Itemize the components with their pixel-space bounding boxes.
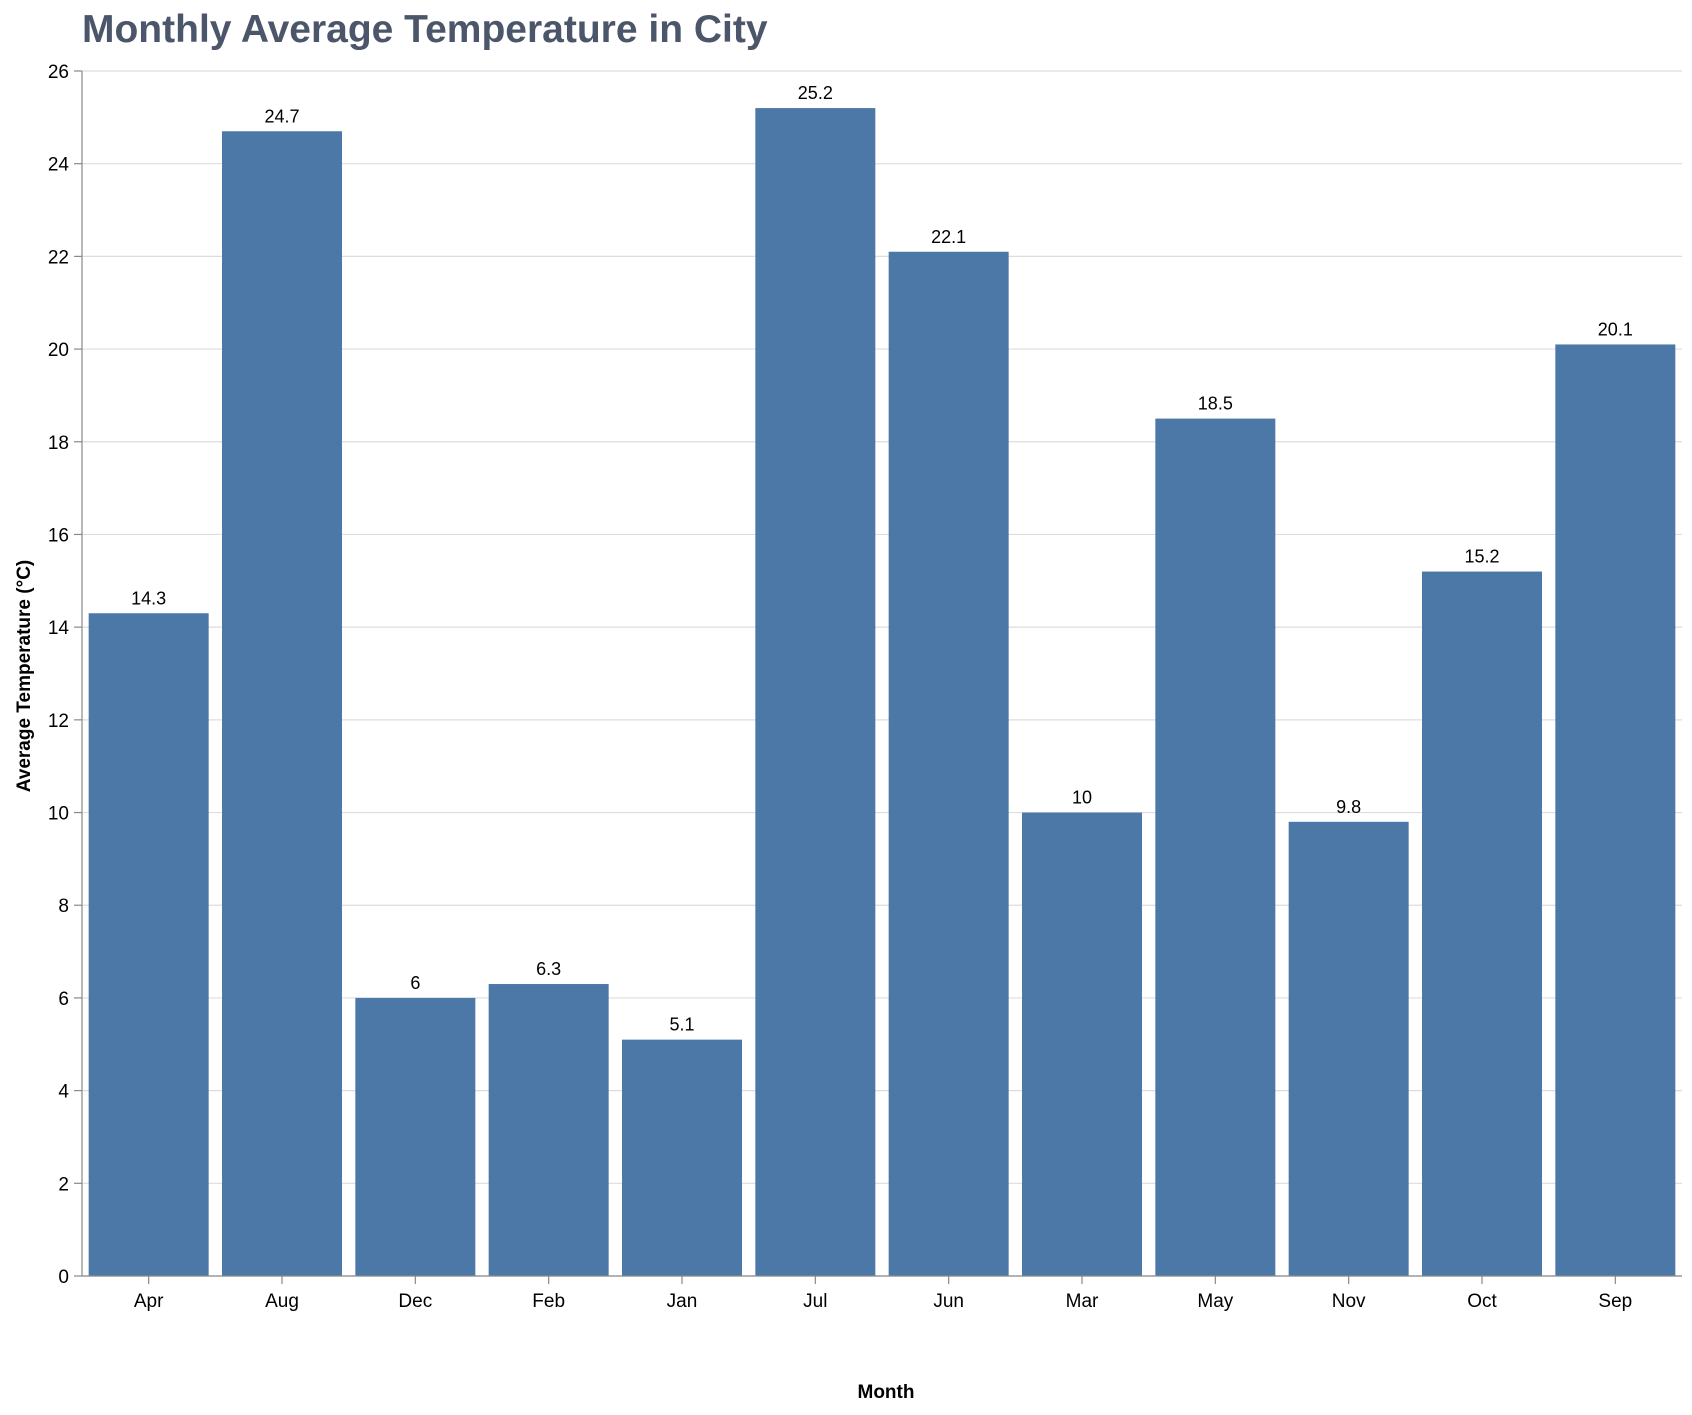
gridlines [82,70,1682,1277]
data-label-jul: 25.2 [798,83,833,103]
y-tick-label: 8 [58,896,69,917]
x-tick-label: Sep [1598,1291,1632,1312]
y-axis-title: Average Temperature (°C) [14,560,35,793]
bar-oct [1422,571,1542,1276]
data-label-sep: 20.1 [1598,319,1633,339]
bar-sep [1555,344,1676,1276]
x-tick-label: Jan [667,1291,698,1312]
x-axis-title: Month [858,1382,915,1403]
data-label-aug: 24.7 [264,106,299,126]
bar-dec [355,997,476,1276]
y-tick-label: 26 [48,62,69,83]
bar-feb [488,984,609,1276]
bar-may [1155,418,1276,1276]
data-label-nov: 9.8 [1336,797,1361,817]
x-tick-label: Oct [1467,1291,1497,1312]
data-label-apr: 14.3 [131,588,166,608]
y-tick-label: 24 [48,155,70,176]
y-tick-label: 12 [48,711,69,732]
x-tick-label: Feb [532,1291,565,1312]
data-label-oct: 15.2 [1464,547,1499,567]
data-label-dec: 6 [410,973,420,993]
chart-title: Monthly Average Temperature in City [82,8,768,51]
data-label-jan: 5.1 [669,1015,694,1035]
data-label-may: 18.5 [1198,394,1233,414]
data-label-jun: 22.1 [931,227,966,247]
x-tick-label: Nov [1332,1291,1366,1312]
y-tick-label: 4 [58,1082,69,1103]
x-tick-label: Jul [803,1291,827,1312]
y-tick-label: 10 [48,804,69,825]
y-tick-label: 16 [48,525,69,546]
bar-jan [622,1039,742,1276]
y-tick-label: 20 [48,340,69,361]
x-tick-label: Aug [265,1291,299,1312]
data-label-mar: 10 [1072,788,1092,808]
x-tick-label: Dec [398,1291,432,1312]
x-tick-label: May [1197,1291,1233,1312]
data-labels: 14.3 24.7 6 6.3 5.1 25.2 22.1 10 18.5 9.8 15.2 20.1 [131,83,1633,1035]
bar-nov [1288,821,1409,1276]
y-tick-label: 0 [58,1267,69,1288]
bar-jul [755,108,876,1277]
x-tick-label: Mar [1066,1291,1099,1312]
x-tick-label: Apr [134,1291,164,1312]
bar-apr [88,613,209,1276]
y-tick-label: 14 [48,618,70,639]
bar-aug [222,131,342,1276]
y-tick-label: 6 [58,989,69,1010]
y-tick-label: 22 [48,247,69,268]
bar-jun [888,251,1009,1276]
bar-mar [1022,812,1142,1276]
y-tick-label: 18 [48,433,69,454]
x-tick-label: Jun [933,1291,964,1312]
data-label-feb: 6.3 [536,959,561,979]
y-tick-label: 2 [58,1174,69,1195]
bars [88,108,1676,1277]
